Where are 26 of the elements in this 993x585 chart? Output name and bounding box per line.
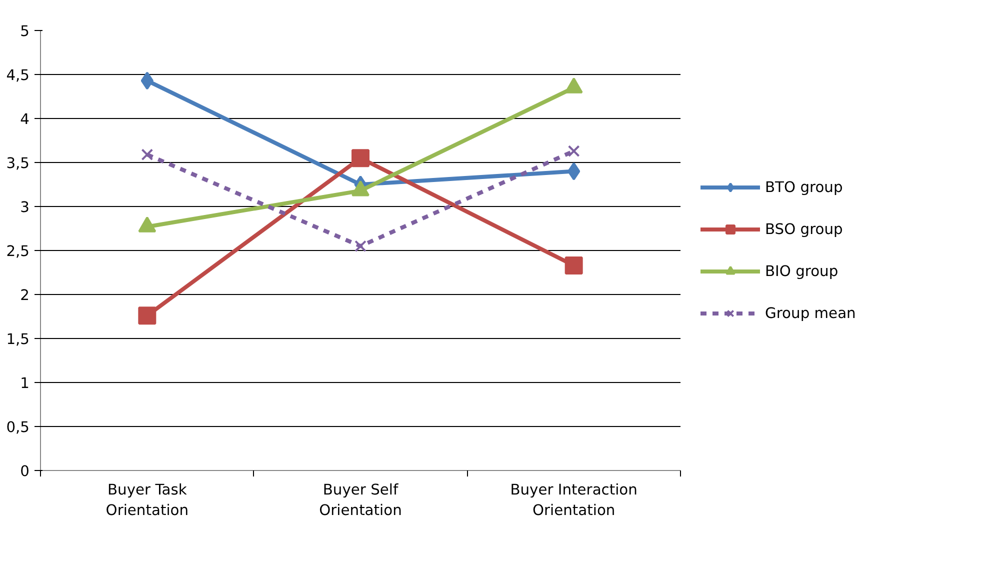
y-tick-label: 0,5 bbox=[6, 419, 30, 436]
y-tick-label: 4 bbox=[20, 111, 30, 128]
legend-label: BSO group bbox=[765, 220, 843, 238]
x-tick-label: Buyer Task Orientation bbox=[106, 482, 189, 519]
point bbox=[140, 72, 154, 90]
legend-label: BTO group bbox=[765, 178, 843, 196]
point bbox=[568, 145, 580, 158]
point bbox=[354, 240, 366, 252]
point bbox=[564, 256, 583, 274]
y-tick-label: 4,5 bbox=[6, 67, 30, 84]
y-tick-label: 5 bbox=[20, 23, 30, 40]
legend-label: BIO group bbox=[765, 262, 838, 280]
y-tick-label: 1,5 bbox=[6, 331, 30, 348]
legend-label: Group mean bbox=[765, 304, 856, 322]
x-tick-label: Buyer Self Orientation bbox=[319, 482, 402, 519]
y-tick-label: 0 bbox=[20, 463, 30, 480]
y-tick-label: 3,5 bbox=[6, 155, 30, 172]
y-tick-label: 2,5 bbox=[6, 243, 30, 260]
point bbox=[568, 162, 580, 180]
y-tick-label: 1 bbox=[20, 375, 30, 392]
point bbox=[141, 148, 154, 161]
y-tick-label: 3 bbox=[20, 199, 30, 216]
y-tick-label: 2 bbox=[20, 287, 30, 304]
point bbox=[138, 306, 156, 325]
point bbox=[352, 149, 370, 168]
x-tick-label: Buyer Interaction Orientation bbox=[510, 482, 638, 519]
